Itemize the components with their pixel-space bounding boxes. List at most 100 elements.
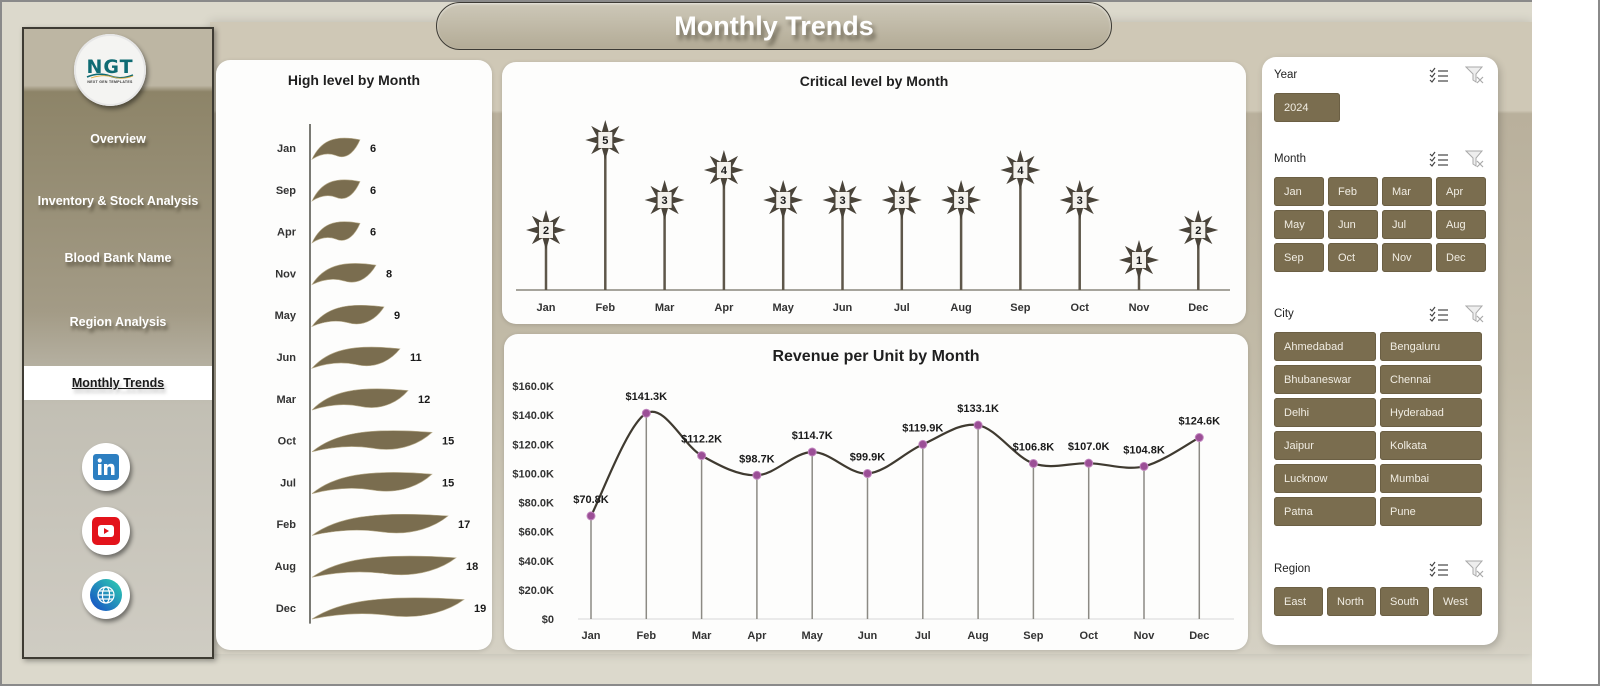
year-slicer-title: Year	[1274, 69, 1298, 81]
region-option-south[interactable]: South	[1380, 587, 1429, 616]
website-button[interactable]	[82, 571, 130, 619]
region-option-east[interactable]: East	[1274, 587, 1323, 616]
critical-level-category-label: Jan	[537, 302, 556, 314]
logo-wave-icon	[86, 72, 134, 79]
month-option-feb[interactable]: Feb	[1328, 177, 1378, 206]
sidebar-item-blood-bank-name[interactable]: Blood Bank Name	[24, 241, 212, 275]
month-option-apr[interactable]: Apr	[1436, 177, 1486, 206]
revenue-category-label: Jan	[582, 630, 601, 642]
clear-filter-icon[interactable]	[1464, 149, 1486, 169]
critical-level-value-label: 5	[602, 135, 608, 147]
clear-filter-icon[interactable]	[1464, 304, 1486, 324]
year-option-2024[interactable]: 2024	[1274, 93, 1340, 122]
clear-filter-icon[interactable]	[1464, 65, 1486, 85]
month-option-sep[interactable]: Sep	[1274, 243, 1324, 272]
city-option-chennai[interactable]: Chennai	[1380, 365, 1482, 394]
high-level-bar	[311, 430, 433, 453]
clear-filter-icon[interactable]	[1464, 559, 1486, 579]
high-level-bar	[311, 179, 361, 202]
city-slicer-header: City	[1274, 304, 1486, 324]
revenue-value-label: $70.8K	[573, 494, 609, 506]
month-option-jun[interactable]: Jun	[1328, 210, 1378, 239]
revenue-category-label: Oct	[1080, 630, 1099, 642]
sidebar-item-monthly-trends[interactable]: Monthly Trends	[24, 366, 212, 400]
high-level-value-label: 18	[466, 561, 478, 573]
month-option-may[interactable]: May	[1274, 210, 1324, 239]
critical-level-value-label: 2	[1195, 225, 1201, 237]
high-level-category-label: Dec	[276, 603, 296, 615]
revenue-value-label: $141.3K	[626, 391, 668, 403]
critical-level-value-label: 3	[1077, 195, 1083, 207]
city-option-lucknow[interactable]: Lucknow	[1274, 464, 1376, 493]
region-option-north[interactable]: North	[1327, 587, 1376, 616]
revenue-value-label: $133.1K	[957, 403, 999, 415]
sidebar-item-overview[interactable]: Overview	[24, 122, 212, 156]
month-option-dec[interactable]: Dec	[1436, 243, 1486, 272]
high-level-bar	[311, 597, 465, 620]
critical-level-category-label: Aug	[950, 302, 971, 314]
revenue-value-label: $114.7K	[792, 430, 833, 442]
city-slicer-title: City	[1274, 308, 1294, 320]
high-level-category-label: Jul	[280, 477, 296, 489]
month-option-jan[interactable]: Jan	[1274, 177, 1324, 206]
logo-text: NGT	[86, 55, 134, 78]
month-option-jul[interactable]: Jul	[1382, 210, 1432, 239]
revenue-value-label: $107.0K	[1068, 441, 1110, 453]
city-option-bhubaneswar[interactable]: Bhubaneswar	[1274, 365, 1376, 394]
revenue-value-label: $124.6K	[1179, 416, 1221, 428]
high-level-category-label: Aug	[275, 561, 296, 573]
city-option-pune[interactable]: Pune	[1380, 497, 1482, 526]
high-level-category-label: Feb	[276, 519, 296, 531]
youtube-button[interactable]	[82, 507, 130, 555]
multi-select-icon[interactable]	[1428, 304, 1450, 324]
critical-level-value-label: 1	[1136, 255, 1142, 267]
critical-level-lollipop-chart: 2 Jan 5 Feb 3 Mar 4 Apr 3 May 3 Jun 3 Jul 3 Aug 4 Sep 3 Oct…	[516, 120, 1230, 314]
high-level-bar	[311, 137, 361, 161]
city-option-bengaluru[interactable]: Bengaluru	[1380, 332, 1482, 361]
critical-level-value-label: 3	[899, 195, 905, 207]
month-option-aug[interactable]: Aug	[1436, 210, 1486, 239]
multi-select-icon[interactable]	[1428, 559, 1450, 579]
sidebar-item-region-analysis[interactable]: Region Analysis	[24, 305, 212, 339]
critical-level-category-label: Nov	[1129, 302, 1151, 314]
region-option-west[interactable]: West	[1433, 587, 1482, 616]
logo-subtitle: NEXT GEN TEMPLATES	[87, 79, 133, 84]
page-title-banner: Monthly Trends	[436, 2, 1112, 50]
city-option-mumbai[interactable]: Mumbai	[1380, 464, 1482, 493]
city-option-patna[interactable]: Patna	[1274, 497, 1376, 526]
revenue-value-label: $104.8K	[1123, 444, 1165, 456]
city-option-delhi[interactable]: Delhi	[1274, 398, 1376, 427]
month-option-oct[interactable]: Oct	[1328, 243, 1378, 272]
revenue-y-tick: $120.0K	[512, 439, 554, 451]
city-option-ahmedabad[interactable]: Ahmedabad	[1274, 332, 1376, 361]
revenue-marker	[1194, 433, 1204, 443]
city-option-hyderabad[interactable]: Hyderabad	[1380, 398, 1482, 427]
sidebar-item-inventory-stock-analysis[interactable]: Inventory & Stock Analysis	[24, 184, 212, 218]
revenue-marker	[1028, 458, 1038, 468]
revenue-marker	[973, 420, 983, 430]
month-option-mar[interactable]: Mar	[1382, 177, 1432, 206]
slicer-panel: Year 2024 Month Jan Feb Mar Apr May Jun Jul Aug…	[1262, 57, 1498, 645]
revenue-line-chart: $0 $20.0K $40.0K $60.0K $80.0K $100.0K $120.0K…	[512, 381, 1234, 642]
multi-select-icon[interactable]	[1428, 149, 1450, 169]
high-level-bar	[311, 555, 457, 578]
critical-level-category-label: Feb	[596, 302, 616, 314]
high-level-value-label: 6	[370, 185, 376, 197]
sidebar-item-label: Region Analysis	[69, 315, 167, 329]
high-level-chart-title: High level by Month	[287, 72, 421, 88]
multi-select-icon[interactable]	[1428, 65, 1450, 85]
sidebar-item-label: Overview	[90, 132, 146, 146]
revenue-category-label: Jul	[915, 630, 931, 642]
linkedin-button[interactable]	[82, 443, 130, 491]
city-option-kolkata[interactable]: Kolkata	[1380, 431, 1482, 460]
revenue-value-label: $99.9K	[850, 452, 886, 464]
revenue-marker	[586, 511, 596, 521]
city-option-jaipur[interactable]: Jaipur	[1274, 431, 1376, 460]
high-level-value-label: 9	[394, 310, 400, 322]
region-slicer-header: Region	[1274, 559, 1486, 579]
critical-level-value-label: 3	[958, 195, 964, 207]
critical-level-value-label: 3	[839, 195, 845, 207]
month-option-nov[interactable]: Nov	[1382, 243, 1432, 272]
critical-level-category-label: Sep	[1010, 302, 1030, 314]
revenue-category-label: Feb	[637, 630, 657, 642]
